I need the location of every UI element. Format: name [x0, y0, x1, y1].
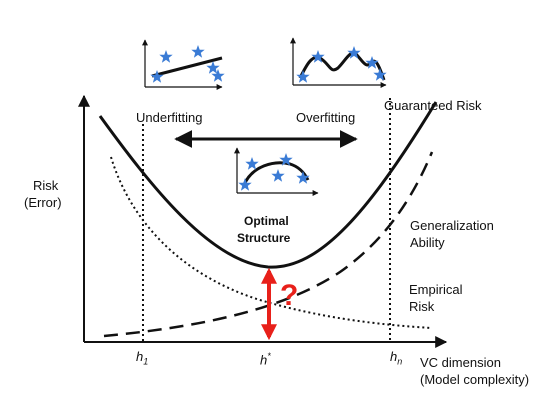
overfitting-label: Overfitting — [296, 110, 356, 125]
y-axis-label-error: (Error) — [24, 195, 62, 210]
optimal-inset — [234, 147, 319, 196]
h1-base: h — [136, 349, 144, 364]
h1-sub: 1 — [143, 356, 149, 367]
optimal-structure-label-structure: Structure — [237, 231, 291, 245]
hstar-sup: * — [267, 351, 271, 361]
guaranteed-risk-curve — [98, 101, 438, 269]
x-axis-label-vc: VC dimension — [420, 355, 501, 370]
hn-base: h — [390, 349, 398, 364]
empirical-risk-curve — [110, 156, 433, 329]
hstar-tick-label: h* — [260, 349, 271, 367]
empirical-risk-label: Empirical — [409, 282, 463, 297]
guaranteed-risk-label: Guaranteed Risk — [384, 98, 482, 113]
hn-sub: n — [397, 356, 403, 367]
h1-tick-label: h1 — [136, 349, 148, 370]
empirical-risk-label-risk: Risk — [409, 299, 435, 314]
question-mark: ? — [280, 279, 299, 312]
hn-tick-label: hn — [390, 349, 402, 370]
generalization-label: Generalization — [410, 218, 494, 233]
y-axis-label-risk: Risk — [33, 178, 59, 193]
star-icon — [150, 45, 225, 83]
star-icon — [238, 153, 310, 191]
hstar-base: h — [260, 352, 268, 368]
star-icon — [296, 46, 387, 83]
overfitting-inset — [290, 37, 387, 88]
generalization-ability-curve — [103, 151, 434, 338]
underfitting-label: Underfitting — [136, 110, 203, 125]
optimal-structure-label: Optimal — [244, 214, 289, 228]
x-axis-label-complexity: (Model complexity) — [420, 372, 530, 387]
generalization-label-ability: Ability — [410, 235, 445, 250]
underfitting-inset — [142, 39, 225, 90]
